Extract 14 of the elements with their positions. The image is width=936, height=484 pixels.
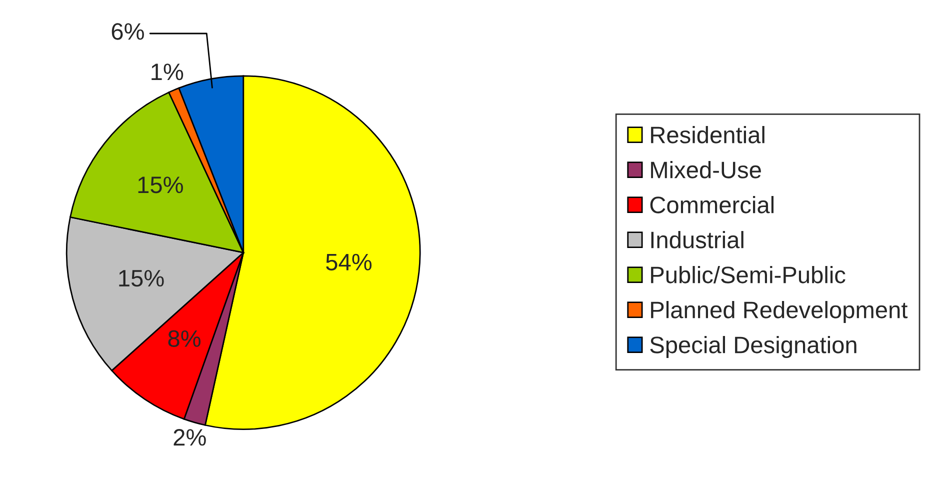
data-label: 54%	[326, 254, 372, 270]
legend-label: Special Designation	[650, 336, 856, 358]
data-label: 15%	[138, 176, 183, 194]
legend-label: Planned Redevelopment	[651, 300, 908, 323]
data-label: 15%	[119, 270, 164, 287]
legend-label: Residential	[651, 126, 764, 144]
legend-label: Commercial	[650, 196, 774, 214]
data-label: 1%	[152, 64, 184, 80]
legend-label: Mixed-Use	[651, 161, 761, 178]
data-label: 6%	[112, 23, 144, 40]
legend-label: Public/Semi-Public	[651, 266, 846, 284]
data-label: 2%	[174, 429, 206, 446]
data-label: 8%	[168, 330, 201, 347]
legend-label: Industrial	[651, 230, 744, 248]
